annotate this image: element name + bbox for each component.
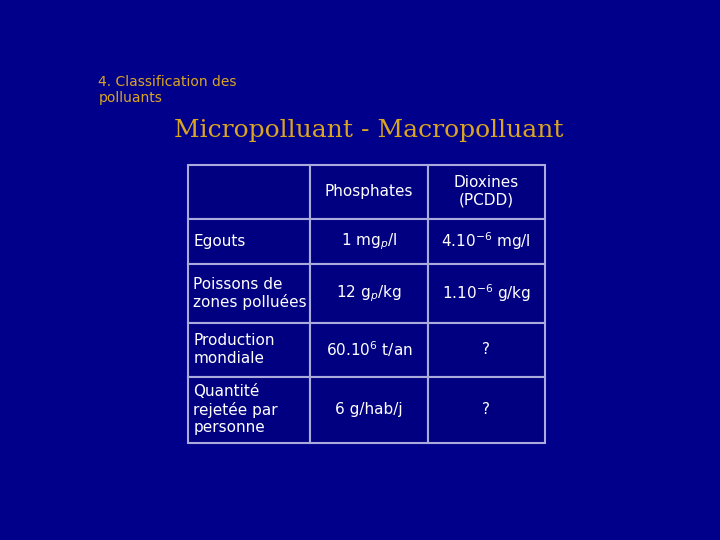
Text: 6 g/hab/j: 6 g/hab/j [336,402,402,417]
Bar [310,265,428,322]
Text: Egouts: Egouts [193,234,246,249]
Bar [428,165,545,219]
Text: 12 g$_p$/kg: 12 g$_p$/kg [336,283,402,304]
Bar [428,265,545,322]
Text: ?: ? [482,342,490,357]
Text: Production
mondiale: Production mondiale [193,333,275,366]
Bar [310,165,428,219]
Bar [188,377,310,443]
Text: 4.10$^{-6}$ mg/l: 4.10$^{-6}$ mg/l [441,231,531,252]
Bar [188,265,310,322]
Bar [310,322,428,377]
Text: 1 mg$_p$/l: 1 mg$_p$/l [341,231,397,252]
Text: ?: ? [482,402,490,417]
Bar [428,322,545,377]
Bar [310,219,428,265]
Bar [188,219,310,265]
Text: Quantité
rejetée par
personne: Quantité rejetée par personne [193,384,278,435]
Text: Poissons de
zones polluées: Poissons de zones polluées [193,276,307,310]
Bar [428,219,545,265]
Bar [428,377,545,443]
Text: 60.10$^6$ t/an: 60.10$^6$ t/an [325,340,413,360]
Text: 4. Classification des
polluants: 4. Classification des polluants [99,75,237,105]
Text: Micropolluant - Macropolluant: Micropolluant - Macropolluant [174,119,564,142]
Bar [310,377,428,443]
Bar [188,165,310,219]
Text: Phosphates: Phosphates [325,184,413,199]
Text: Dioxines
(PCDD): Dioxines (PCDD) [454,176,519,208]
Text: 1.10$^{ -6}$ g/kg: 1.10$^{ -6}$ g/kg [441,282,531,305]
Bar [188,322,310,377]
